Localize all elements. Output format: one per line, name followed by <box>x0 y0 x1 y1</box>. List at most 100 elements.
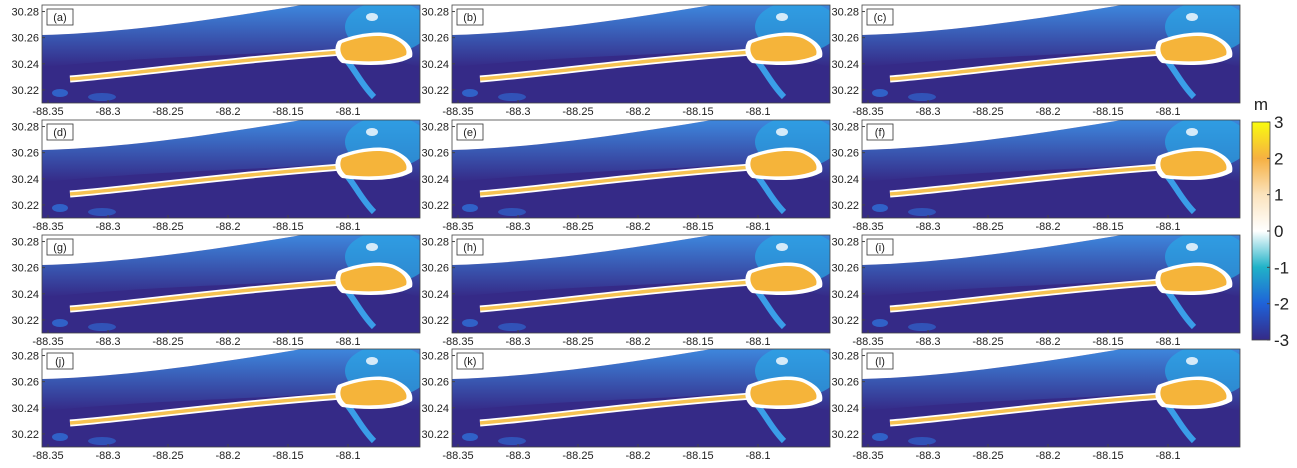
colorbar-tick-label: -2 <box>1274 295 1289 314</box>
map-image <box>42 1 429 103</box>
panel: (e) -88.35 -88.3 -88.25 -88.2 -88.15 -88.1 30.2… <box>421 116 839 233</box>
x-tick-label: -88.1 <box>1155 336 1180 348</box>
x-tick-label: -88.2 <box>215 106 240 118</box>
map-image <box>862 231 1249 333</box>
x-tick-label: -88.3 <box>505 336 530 348</box>
x-tick-label: -88.3 <box>915 221 940 233</box>
y-tick-label: 30.24 <box>421 59 449 71</box>
panel-frame <box>41 119 421 219</box>
x-tick-label: -88.3 <box>915 450 940 462</box>
map-image <box>452 116 839 218</box>
colorbar-label: m <box>1254 95 1268 114</box>
y-tick-label: 30.28 <box>831 7 859 19</box>
panel-label: (g) <box>53 242 66 254</box>
x-tick-label: -88.3 <box>505 106 530 118</box>
map-image <box>452 345 839 447</box>
y-tick-label: 30.22 <box>831 200 859 212</box>
x-tick-label: -88.1 <box>335 221 360 233</box>
y-tick-label: 30.28 <box>421 7 449 19</box>
y-tick-label: 30.22 <box>421 200 449 212</box>
y-tick-label: 30.26 <box>421 148 449 160</box>
panel: (b) -88.35 -88.3 -88.25 -88.2 -88.15 -88.1 30.2… <box>421 1 839 118</box>
y-tick-label: 30.24 <box>421 289 449 301</box>
panel: (i) -88.35 -88.3 -88.25 -88.2 -88.15 -88.1 30.2… <box>831 231 1249 348</box>
x-tick-label: -88.2 <box>1035 336 1060 348</box>
x-tick-label: -88.25 <box>562 450 593 462</box>
x-tick-label: -88.15 <box>272 221 303 233</box>
x-tick-label: -88.1 <box>745 221 770 233</box>
panel-frame <box>41 348 421 448</box>
x-tick-label: -88.1 <box>745 450 770 462</box>
panel-label-box <box>866 238 894 256</box>
panel-label: (h) <box>463 242 476 254</box>
panel-frame <box>451 234 831 334</box>
map-image <box>42 231 429 333</box>
panel-label: (c) <box>874 12 887 24</box>
map-image <box>42 345 429 447</box>
y-tick-label: 30.28 <box>11 351 39 363</box>
x-tick-label: -88.15 <box>272 450 303 462</box>
y-tick-label: 30.26 <box>11 377 39 389</box>
y-tick-label: 30.26 <box>421 377 449 389</box>
x-tick-label: -88.25 <box>152 450 183 462</box>
y-tick-label: 30.22 <box>11 315 39 327</box>
panel-frame <box>451 119 831 219</box>
x-tick-label: -88.15 <box>272 106 303 118</box>
x-tick-label: -88.3 <box>915 106 940 118</box>
panel: (h) -88.35 -88.3 -88.25 -88.2 -88.15 -88.1 30.2… <box>421 234 831 348</box>
panel: (d) -88.35 -88.3 -88.25 -88.2 -88.15 -88.1 30.2… <box>11 119 421 233</box>
x-tick-label: -88.3 <box>505 221 530 233</box>
x-tick-label: -88.1 <box>1155 221 1180 233</box>
y-tick-label: 30.22 <box>831 315 859 327</box>
panel-frame <box>861 348 1241 448</box>
y-tick-label: 30.28 <box>11 7 39 19</box>
y-tick-label: 30.26 <box>831 33 859 45</box>
map-image <box>452 1 839 103</box>
colorbar-tick-label: 1 <box>1274 186 1283 205</box>
x-tick-label: -88.25 <box>152 336 183 348</box>
x-tick-label: -88.35 <box>442 336 473 348</box>
x-tick-label: -88.35 <box>442 221 473 233</box>
x-tick-label: -88.3 <box>95 106 120 118</box>
x-tick-label: -88.25 <box>562 336 593 348</box>
x-tick-label: -88.1 <box>745 106 770 118</box>
map-image <box>862 1 1249 103</box>
y-tick-label: 30.24 <box>831 59 859 71</box>
x-tick-label: -88.3 <box>915 336 940 348</box>
panel-label: (d) <box>53 127 66 139</box>
x-tick-label: -88.15 <box>682 221 713 233</box>
panel: (l) -88.35 -88.3 -88.25 -88.2 -88.15 -88.1 30.2… <box>831 345 1249 462</box>
y-tick-label: 30.24 <box>11 174 39 186</box>
x-tick-label: -88.2 <box>625 336 650 348</box>
panel-label-box <box>866 352 894 370</box>
x-tick-label: -88.2 <box>215 450 240 462</box>
x-tick-label: -88.3 <box>95 450 120 462</box>
x-tick-label: -88.15 <box>682 106 713 118</box>
y-tick-label: 30.28 <box>421 351 449 363</box>
map-image <box>862 345 1249 447</box>
x-tick-label: -88.35 <box>32 106 63 118</box>
panel-label: (l) <box>875 356 885 368</box>
y-tick-label: 30.24 <box>11 403 39 415</box>
y-tick-label: 30.26 <box>831 377 859 389</box>
panel: (f) -88.35 -88.3 -88.25 -88.2 -88.15 -88.1 30.2… <box>831 119 1241 233</box>
panel-label-box <box>456 238 484 256</box>
x-tick-label: -88.2 <box>625 106 650 118</box>
x-tick-label: -88.2 <box>625 450 650 462</box>
x-tick-label: -88.15 <box>1092 221 1123 233</box>
y-tick-label: 30.28 <box>11 122 39 134</box>
panel-label: (k) <box>464 356 477 368</box>
x-tick-label: -88.25 <box>152 106 183 118</box>
panel-label: (e) <box>463 127 476 139</box>
x-tick-label: -88.2 <box>625 221 650 233</box>
panel-label-box <box>46 8 74 26</box>
panel: (g) -88.35 -88.3 -88.25 -88.2 -88.15 -88.1 30.2… <box>11 231 429 348</box>
x-tick-label: -88.25 <box>972 336 1003 348</box>
x-tick-label: -88.35 <box>442 106 473 118</box>
x-tick-label: -88.25 <box>972 450 1003 462</box>
panel-label: (a) <box>53 12 66 24</box>
y-tick-label: 30.22 <box>421 85 449 97</box>
y-tick-label: 30.24 <box>831 289 859 301</box>
x-tick-label: -88.35 <box>852 336 883 348</box>
